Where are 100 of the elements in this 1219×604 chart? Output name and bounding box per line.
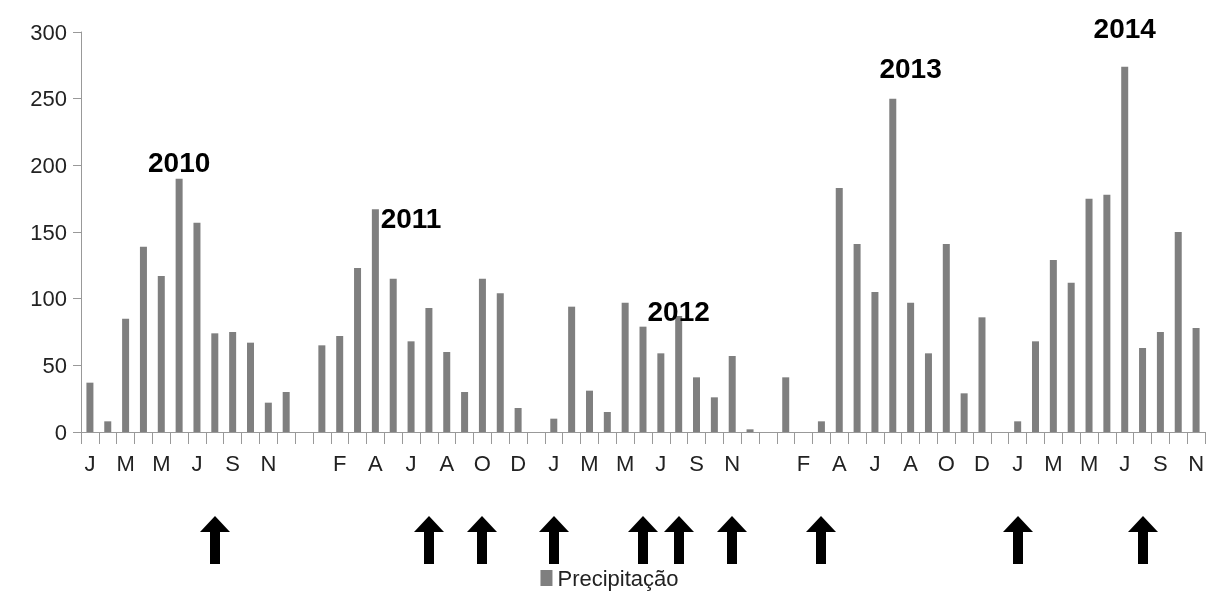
y-tick-label: 250 (30, 86, 67, 112)
bar (318, 345, 326, 432)
bar (960, 393, 968, 432)
bar (1121, 66, 1129, 432)
x-tick-label: J (1119, 450, 1131, 476)
annotation: 2011 (380, 202, 442, 234)
bar (550, 418, 558, 432)
bar (104, 421, 112, 432)
x-tick-label: A (368, 450, 384, 476)
bar (264, 402, 272, 432)
bar (853, 244, 861, 432)
annotation: 2012 (647, 295, 710, 327)
x-tick-label: J (191, 450, 203, 476)
y-tick-label: 50 (42, 352, 67, 378)
bar (157, 276, 165, 432)
bar (425, 308, 433, 432)
annotation: 2014 (1093, 13, 1157, 45)
bar (496, 293, 504, 432)
y-tick-label: 150 (30, 219, 67, 245)
bar (782, 377, 790, 432)
bar (175, 178, 183, 432)
bar (478, 278, 486, 432)
bar (443, 352, 451, 432)
bar (603, 412, 611, 432)
x-tick-label: F (796, 450, 811, 476)
y-tick-label: 100 (30, 286, 67, 312)
bar (871, 292, 879, 432)
annotation: 2013 (879, 53, 942, 85)
x-tick-label: J (655, 450, 667, 476)
x-tick-label: M (152, 450, 171, 476)
x-tick-label: J (84, 450, 96, 476)
bar (889, 98, 897, 432)
bar (389, 278, 397, 432)
x-tick-label: J (548, 450, 560, 476)
bar (639, 326, 647, 432)
bar (122, 318, 130, 432)
bar (817, 421, 825, 432)
x-tick-label: M (1079, 450, 1099, 476)
x-tick-label: O (937, 450, 955, 476)
bar (193, 222, 201, 432)
bar (1174, 232, 1182, 432)
x-tick-label: M (1044, 450, 1063, 476)
bar (907, 302, 915, 432)
bar (1156, 332, 1164, 432)
bar (354, 268, 362, 432)
bar (1139, 348, 1147, 432)
x-tick-label: S (689, 450, 704, 476)
bar (246, 342, 254, 432)
legend-label: Precipitação (557, 565, 679, 591)
x-tick-label: D (974, 450, 990, 476)
x-tick-label: N (724, 450, 741, 476)
bar (1192, 328, 1200, 432)
x-tick-label: J (405, 450, 417, 476)
bar (621, 302, 629, 432)
y-tick-label: 0 (54, 419, 67, 445)
x-tick-label: J (869, 450, 881, 476)
x-tick-label: D (510, 450, 527, 476)
bar (1032, 341, 1040, 432)
bar (139, 246, 147, 432)
x-tick-label: N (1188, 450, 1205, 476)
bar (1103, 194, 1111, 432)
bar (282, 392, 290, 432)
bar (585, 390, 593, 432)
bar (86, 382, 94, 432)
bar (407, 341, 415, 432)
bar (371, 209, 379, 432)
bar (1085, 198, 1093, 432)
x-tick-label: A (831, 450, 847, 476)
bar (978, 317, 986, 432)
x-tick-label: N (260, 450, 277, 476)
y-tick-label: 300 (30, 19, 67, 45)
x-tick-label: S (225, 450, 240, 476)
x-tick-label: S (1153, 450, 1168, 476)
x-tick-label: M (116, 450, 135, 476)
bar (746, 429, 754, 432)
bar (514, 408, 522, 432)
bar (336, 336, 344, 432)
bar (1067, 282, 1075, 432)
x-tick-label: A (903, 450, 919, 476)
bar (229, 332, 237, 432)
bar (568, 306, 576, 432)
y-tick-label: 200 (30, 152, 67, 178)
x-tick-label: M (615, 450, 635, 476)
x-tick-label: J (1012, 450, 1024, 476)
bar (835, 188, 843, 432)
bar (942, 244, 950, 432)
x-tick-label: M (580, 450, 599, 476)
bar (693, 377, 701, 432)
bar (710, 397, 718, 432)
bar (1014, 421, 1022, 432)
bar (211, 333, 219, 432)
bar (728, 356, 736, 432)
annotation: 2010 (147, 146, 211, 178)
x-tick-label: O (473, 450, 491, 476)
bar (924, 353, 932, 432)
bar (461, 392, 469, 432)
x-tick-label: A (439, 450, 455, 476)
x-tick-label: F (332, 450, 347, 476)
bar (1049, 260, 1057, 432)
bar (657, 353, 665, 432)
